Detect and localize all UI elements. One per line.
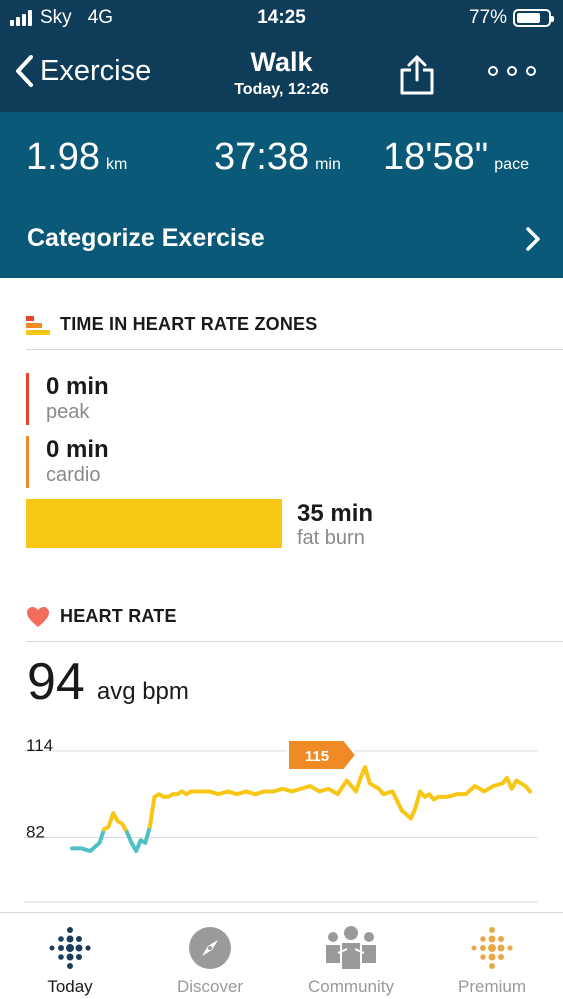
- y-tick-label: 114: [26, 736, 53, 755]
- back-button[interactable]: Exercise: [14, 54, 151, 88]
- chevron-right-icon: [526, 227, 540, 251]
- battery-fill: [517, 13, 541, 23]
- battery-percent: 77%: [468, 7, 507, 28]
- heart-rate-series-line: [102, 811, 129, 835]
- zones-header: TIME IN HEART RATE ZONES: [26, 310, 563, 350]
- more-dot: [526, 66, 536, 76]
- avg-heart-rate: 94 avg bpm: [27, 652, 189, 712]
- tab-premium-label: Premium: [457, 977, 526, 996]
- zone-fat-burn-name: fat burn: [297, 527, 365, 549]
- more-dot: [507, 66, 517, 76]
- distance-unit: km: [105, 156, 128, 173]
- nav-bar: Exercise Walk Today, 12:26: [0, 36, 563, 112]
- zone-peak-bar: [26, 373, 29, 425]
- duration-unit: min: [315, 156, 341, 173]
- battery-icon: [513, 9, 554, 27]
- heart-rate-series-line: [70, 827, 107, 854]
- tab-bar: Today Discover: [0, 912, 563, 999]
- heart-icon: [27, 607, 49, 627]
- zone-peak-value: 0 min: [46, 373, 109, 400]
- heart-rate-header: HEART RATE: [26, 602, 563, 642]
- chevron-left-icon: [16, 55, 33, 87]
- compass-icon: [189, 927, 231, 969]
- duration-stat: 37:38 min: [214, 136, 341, 179]
- status-left: Sky 4G: [10, 7, 113, 29]
- peak-label-badge: [287, 739, 358, 771]
- heart-rate-title: HEART RATE: [60, 606, 177, 626]
- tab-today[interactable]: Today: [0, 913, 140, 999]
- zone-fat-burn-bar: [26, 499, 282, 548]
- zones-icon: [26, 316, 50, 335]
- community-icon: [326, 926, 376, 969]
- tab-discover[interactable]: Discover: [140, 913, 280, 999]
- zone-fat-burn-value: 35 min: [297, 500, 374, 527]
- exercise-stats: 1.98 km 37:38 min 18'58" pace Categorize…: [0, 112, 563, 278]
- pace-value: 18'58": [383, 136, 489, 178]
- status-time: 14:25: [257, 7, 306, 28]
- page-subtitle: Today, 12:26: [234, 81, 329, 98]
- zone-cardio-bar: [26, 436, 29, 488]
- signal-icon: [10, 10, 32, 26]
- share-button[interactable]: [398, 54, 436, 101]
- zone-peak-name: peak: [46, 401, 90, 423]
- premium-dots-icon: [471, 927, 513, 969]
- tab-premium[interactable]: Premium: [422, 913, 562, 999]
- pace-unit: pace: [494, 156, 529, 173]
- status-bar: Sky 4G 14:25 77%: [0, 0, 563, 36]
- heart-rate-series-line: [147, 765, 532, 829]
- distance-value: 1.98: [26, 136, 100, 178]
- zone-cardio-value: 0 min: [46, 436, 109, 463]
- pace-stat: 18'58" pace: [383, 136, 529, 179]
- nav-title: Walk Today, 12:26: [0, 47, 563, 99]
- avg-bpm-unit: avg bpm: [96, 678, 189, 705]
- categorize-exercise-button[interactable]: Categorize Exercise: [0, 212, 563, 266]
- more-button[interactable]: [488, 66, 536, 76]
- tab-today-label: Today: [47, 977, 93, 996]
- zone-cardio-name: cardio: [46, 464, 101, 486]
- avg-bpm-value: 94: [27, 653, 85, 711]
- heart-rate-series-line: [124, 824, 152, 854]
- page-title: Walk: [250, 47, 313, 77]
- duration-value: 37:38: [214, 136, 310, 178]
- categorize-label: Categorize Exercise: [27, 224, 265, 252]
- peak-label-text: 115: [305, 748, 329, 765]
- share-icon: [400, 55, 434, 95]
- heart-rate-chart: 114 82 115: [24, 736, 538, 903]
- tab-discover-label: Discover: [176, 977, 244, 996]
- network-label: 4G: [87, 7, 114, 28]
- y-tick-label: 82: [26, 823, 45, 842]
- distance-stat: 1.98 km: [26, 136, 127, 179]
- more-dot: [488, 66, 498, 76]
- status-right: 77%: [468, 7, 554, 29]
- back-label: Exercise: [40, 54, 152, 87]
- carrier-label: Sky: [40, 7, 72, 28]
- tab-community-label: Community: [308, 977, 394, 996]
- zones-title: TIME IN HEART RATE ZONES: [60, 314, 318, 334]
- today-dots-icon: [49, 927, 91, 969]
- tab-community[interactable]: Community: [281, 913, 421, 999]
